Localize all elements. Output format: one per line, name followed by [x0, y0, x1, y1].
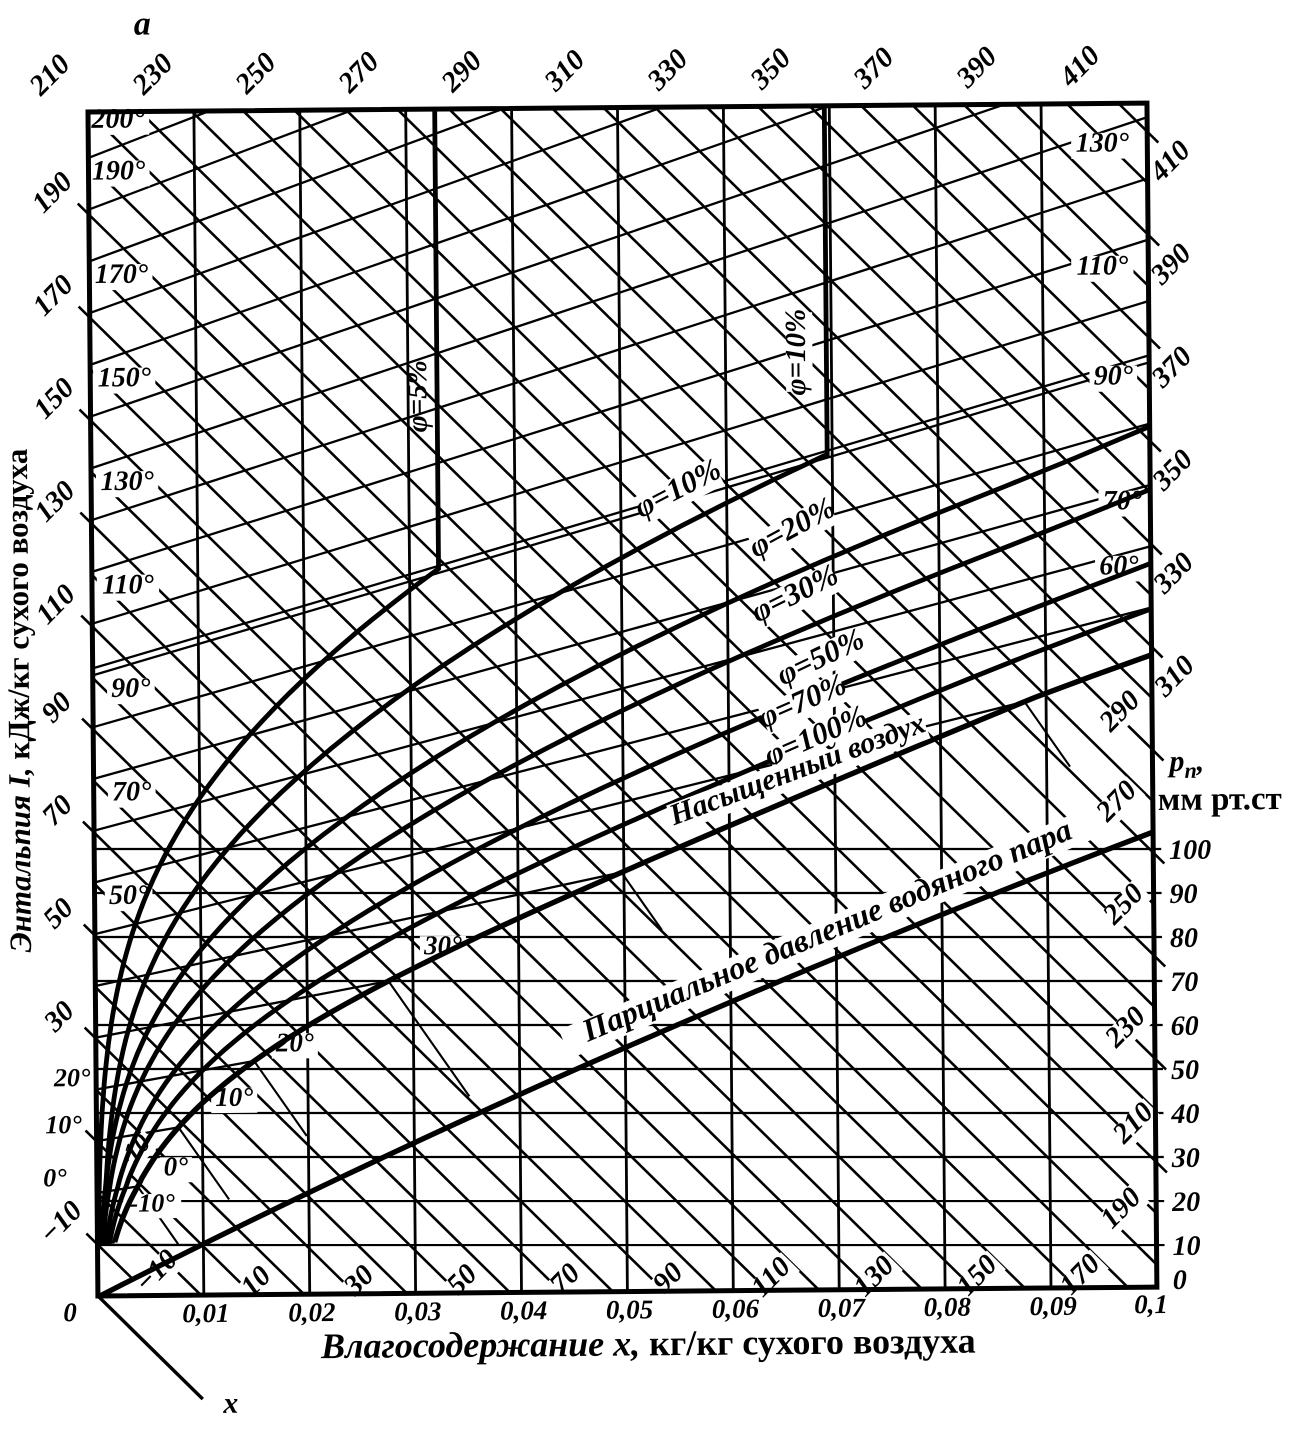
svg-text:50: 50	[1171, 1055, 1199, 1086]
svg-text:0,01: 0,01	[182, 1298, 229, 1328]
svg-text:0,02: 0,02	[288, 1297, 335, 1327]
svg-text:0,07: 0,07	[818, 1293, 867, 1323]
svg-text:0,08: 0,08	[923, 1292, 971, 1322]
svg-text:80: 80	[1170, 923, 1198, 954]
svg-text:40: 40	[1170, 1099, 1199, 1130]
svg-text:190°: 190°	[92, 155, 145, 186]
svg-text:0°: 0°	[43, 1163, 67, 1192]
svg-text:0,09: 0,09	[1029, 1291, 1077, 1321]
svg-text:90°: 90°	[1094, 360, 1133, 391]
svg-text:20°: 20°	[53, 1063, 91, 1092]
svg-text:100: 100	[1169, 835, 1211, 866]
svg-text:10: 10	[1172, 1231, 1200, 1262]
svg-text:-10°: -10°	[129, 1188, 175, 1217]
svg-text:70: 70	[1170, 967, 1198, 998]
svg-text:60: 60	[1171, 1011, 1199, 1042]
svg-text:110°: 110°	[1076, 250, 1128, 281]
svg-text:110°: 110°	[102, 569, 154, 600]
svg-text:0,03: 0,03	[394, 1296, 441, 1326]
svg-text:Энтальпия I, кДж/кг сухого воз: Энтальпия I, кДж/кг сухого воздуха	[0, 448, 38, 953]
svg-text:Влагосодержание x, кг/кг сухог: Влагосодержание x, кг/кг сухого воздуха	[320, 1321, 976, 1366]
svg-text:130°: 130°	[100, 466, 153, 497]
svg-text:a: a	[134, 5, 151, 42]
svg-text:170°: 170°	[95, 259, 148, 290]
svg-text:φ=5%: φ=5%	[401, 360, 434, 432]
svg-text:0,06: 0,06	[712, 1293, 760, 1323]
svg-text:200°: 200°	[90, 103, 144, 134]
svg-text:0,05: 0,05	[606, 1294, 653, 1324]
svg-text:мм рт.ст: мм рт.ст	[1158, 781, 1282, 818]
svg-text:90°: 90°	[111, 673, 150, 704]
svg-text:0: 0	[63, 1297, 77, 1327]
svg-text:130°: 130°	[1076, 127, 1129, 158]
svg-text:0,1: 0,1	[1134, 1289, 1168, 1319]
svg-text:φ=10%: φ=10%	[780, 309, 813, 396]
svg-text:90: 90	[1169, 879, 1197, 910]
svg-text:0,04: 0,04	[500, 1295, 547, 1325]
svg-text:70°: 70°	[112, 776, 151, 807]
svg-text:30: 30	[1171, 1143, 1200, 1174]
svg-text:10°: 10°	[45, 1110, 82, 1139]
svg-text:x: x	[222, 1387, 238, 1420]
svg-text:150°: 150°	[97, 362, 150, 393]
svg-text:0°: 0°	[164, 1151, 189, 1181]
svg-text:20: 20	[1171, 1187, 1200, 1218]
svg-text:0: 0	[1173, 1265, 1187, 1296]
